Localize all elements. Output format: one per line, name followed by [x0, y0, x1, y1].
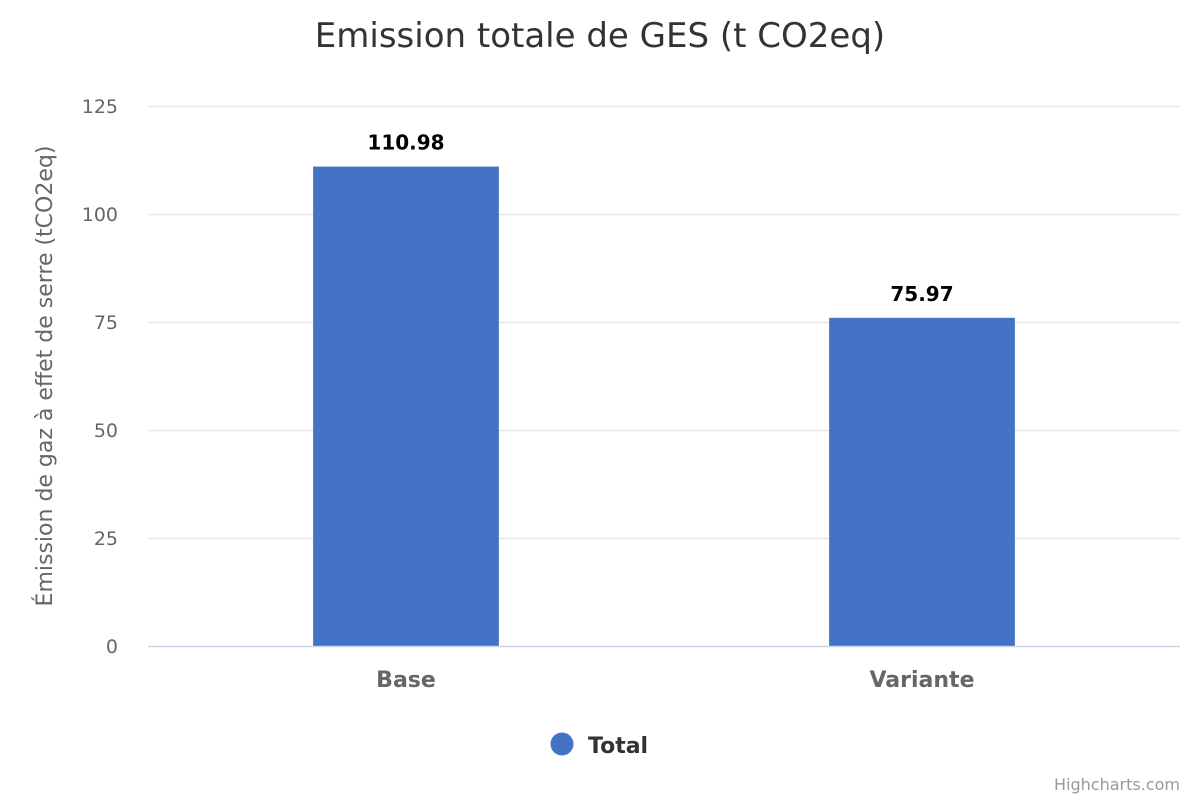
- chart-title: Emission totale de GES (t CO2eq): [315, 16, 885, 56]
- y-tick-label: 0: [106, 636, 118, 658]
- data-label-base: 110.98: [367, 131, 444, 155]
- legend-label-total[interactable]: Total: [588, 734, 648, 759]
- y-tick-label: 125: [82, 96, 118, 118]
- credits-link[interactable]: Highcharts.com: [1054, 775, 1180, 794]
- y-axis-ticks: 0 25 50 75 100 125: [82, 96, 118, 658]
- y-tick-label: 100: [82, 204, 118, 226]
- bar-base[interactable]: [313, 166, 499, 646]
- bars: [313, 166, 1015, 646]
- bar-variante[interactable]: [829, 317, 1015, 646]
- y-tick-label: 75: [94, 312, 118, 334]
- x-tick-label-base: Base: [376, 668, 436, 693]
- data-labels: 110.98 75.97: [367, 131, 953, 306]
- y-tick-label: 50: [94, 420, 118, 442]
- legend[interactable]: Total: [550, 732, 649, 760]
- y-tick-label: 25: [94, 528, 118, 550]
- x-tick-label-variante: Variante: [869, 668, 974, 693]
- x-axis-ticks: Base Variante: [376, 668, 974, 693]
- y-axis-label: Émission de gaz à effet de serre (tCO2eq…: [32, 146, 58, 607]
- legend-swatch-total[interactable]: [550, 732, 574, 756]
- data-label-variante: 75.97: [890, 282, 953, 306]
- grid-lines: [148, 105, 1180, 540]
